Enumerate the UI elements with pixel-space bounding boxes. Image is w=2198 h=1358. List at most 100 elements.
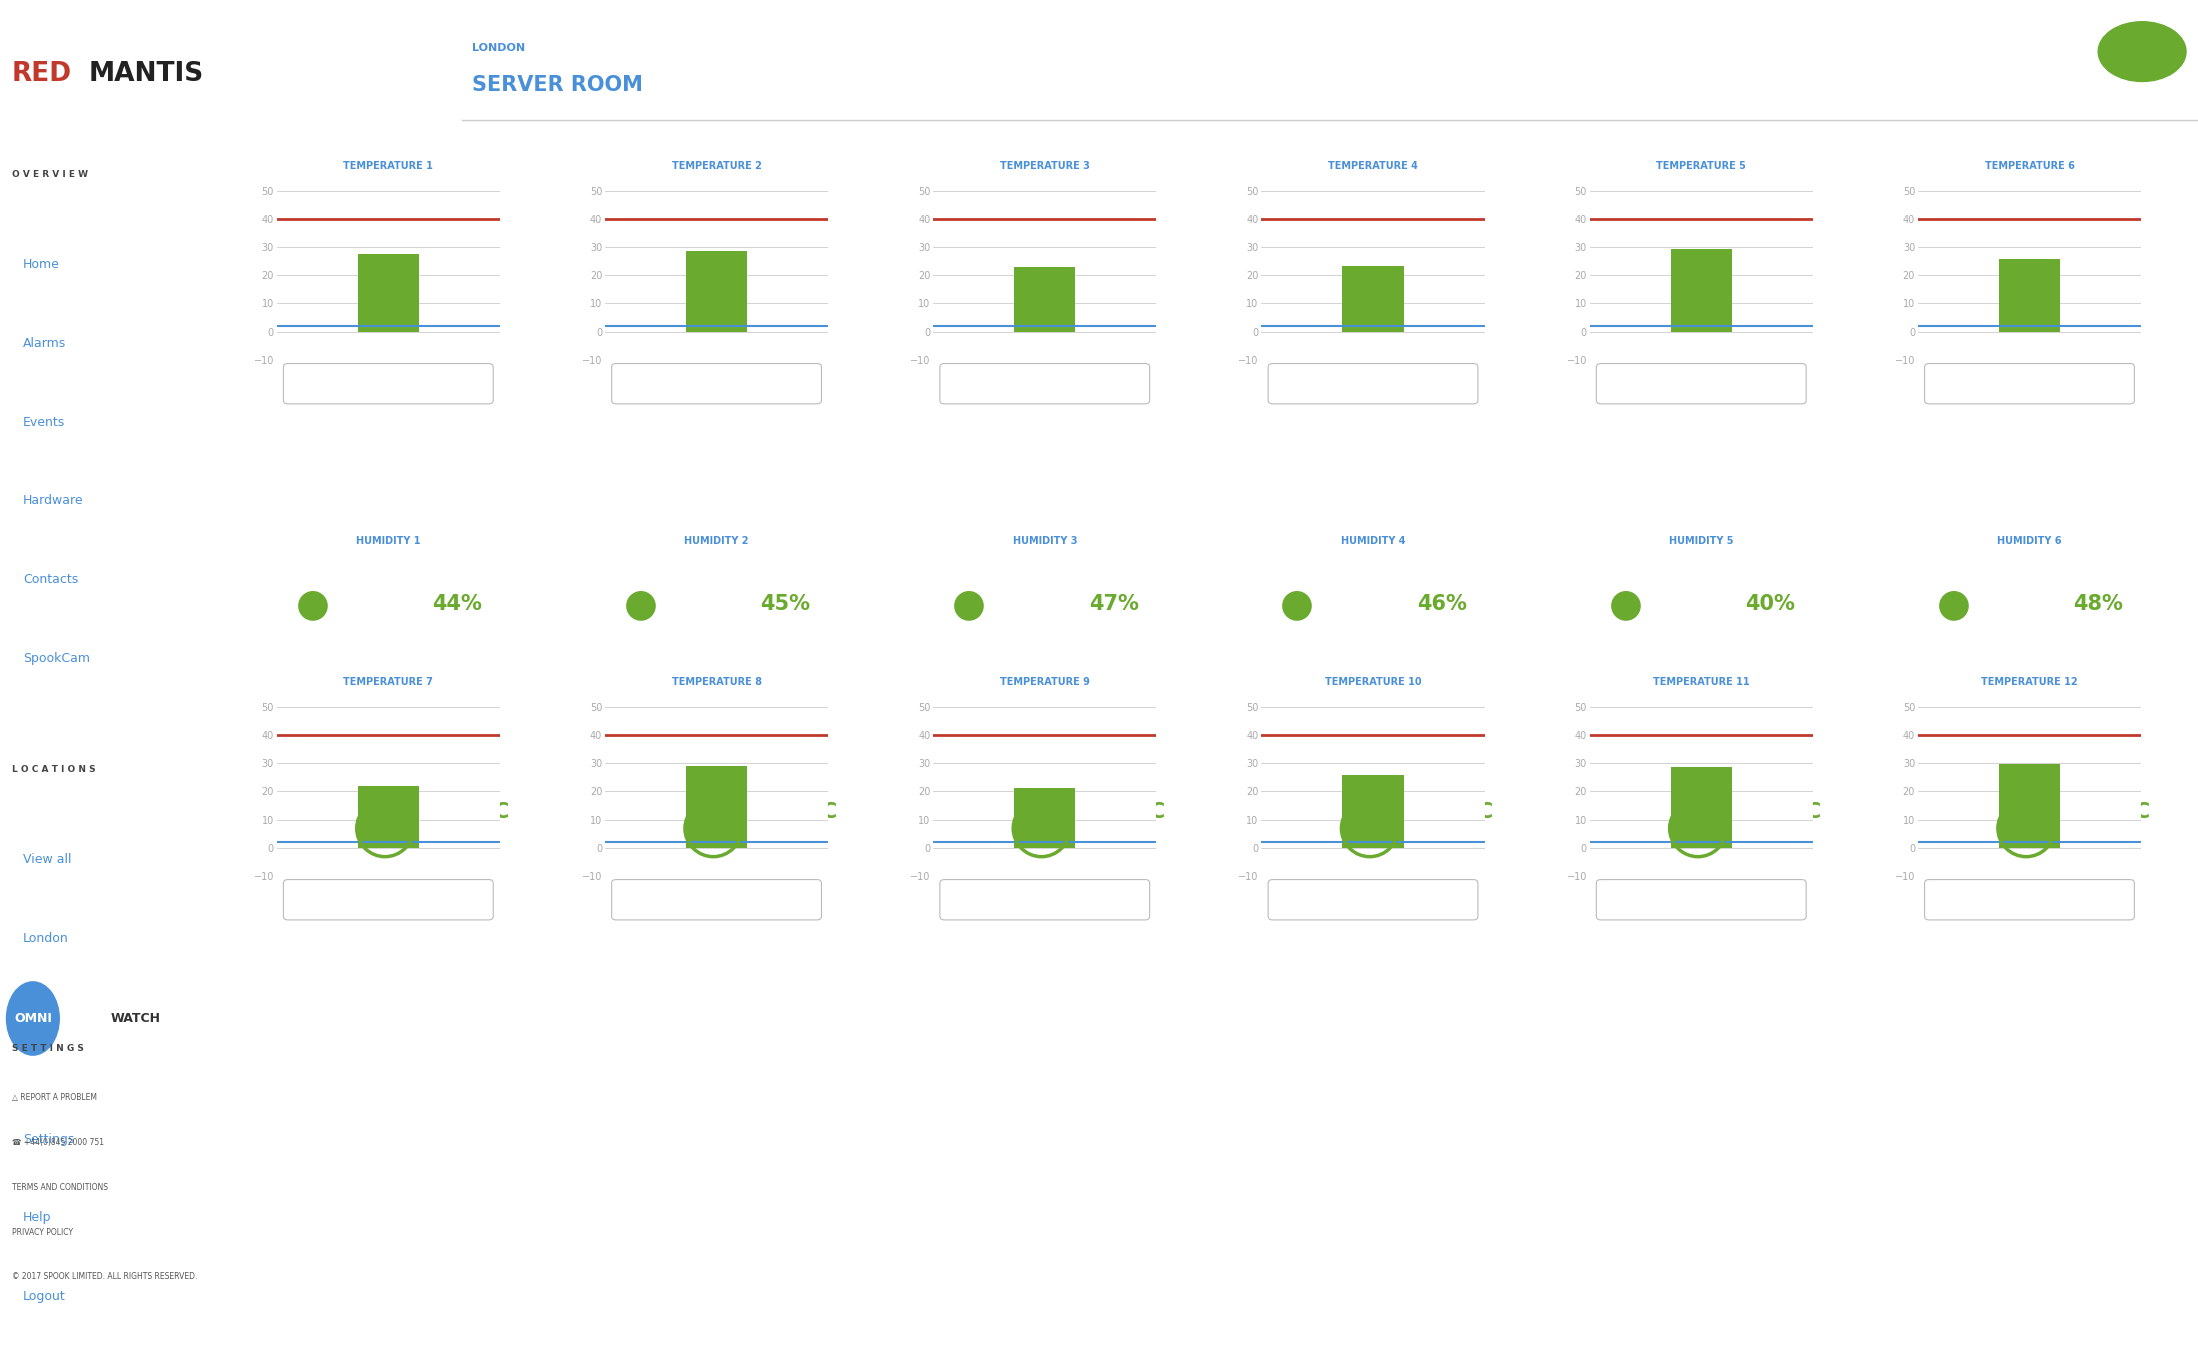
Text: TEMPERATURE 11: TEMPERATURE 11 — [1653, 678, 1750, 687]
Text: 23.3°C: 23.3°C — [1336, 376, 1409, 395]
Text: 29.6°C: 29.6°C — [1994, 892, 2066, 911]
Bar — [1998, 259, 2060, 331]
Text: 28.5°C: 28.5°C — [1666, 892, 1736, 911]
Text: HUMIDITY 6: HUMIDITY 6 — [1998, 536, 2062, 546]
Text: DEW POINT 6: DEW POINT 6 — [1994, 758, 2066, 767]
Text: 19.2°C: 19.2°C — [433, 803, 510, 822]
Text: SpookCam: SpookCam — [24, 652, 90, 665]
Text: Alarms: Alarms — [24, 337, 66, 350]
Text: Events: Events — [24, 416, 66, 429]
Text: L O C A T I O N S: L O C A T I O N S — [11, 765, 95, 774]
Circle shape — [376, 820, 393, 837]
Text: HUMIDITY 5: HUMIDITY 5 — [1668, 536, 1734, 546]
Text: 25.8°C: 25.8°C — [1336, 892, 1409, 911]
Text: 44%: 44% — [433, 595, 481, 614]
Text: DEW POINT 2: DEW POINT 2 — [679, 758, 754, 767]
Circle shape — [2018, 820, 2035, 837]
Text: Logout: Logout — [24, 1290, 66, 1304]
Text: 18.4°C: 18.4°C — [1745, 803, 1822, 822]
FancyBboxPatch shape — [611, 364, 822, 403]
Text: TEMPERATURE 8: TEMPERATURE 8 — [673, 678, 761, 687]
Text: Settings: Settings — [24, 1133, 75, 1146]
FancyBboxPatch shape — [1268, 880, 1477, 919]
Text: TEMPERATURE 2: TEMPERATURE 2 — [673, 162, 761, 171]
Text: 10.4°C: 10.4°C — [761, 803, 837, 822]
Circle shape — [1690, 820, 1706, 837]
Text: ●: ● — [1936, 585, 1972, 623]
Text: O V E R V I E W: O V E R V I E W — [11, 170, 88, 179]
Text: 29.1°C: 29.1°C — [681, 892, 752, 911]
Text: 21.1°C: 21.1°C — [1009, 892, 1081, 911]
Text: © 2017 SPOOK LIMITED. ALL RIGHTS RESERVED.: © 2017 SPOOK LIMITED. ALL RIGHTS RESERVE… — [11, 1272, 198, 1282]
Bar — [686, 766, 747, 847]
Text: TEMPERATURE 6: TEMPERATURE 6 — [1985, 162, 2075, 171]
Text: LONDON: LONDON — [473, 43, 525, 53]
Circle shape — [1033, 820, 1051, 837]
Text: 29.4°C: 29.4°C — [1666, 376, 1736, 395]
Text: 40%: 40% — [1745, 595, 1796, 614]
Text: HUMIDITY 3: HUMIDITY 3 — [1013, 536, 1077, 546]
Text: 46%: 46% — [1418, 595, 1466, 614]
FancyBboxPatch shape — [1268, 364, 1477, 403]
Text: OMNI: OMNI — [13, 1012, 53, 1025]
FancyBboxPatch shape — [1925, 880, 2134, 919]
Text: Home: Home — [24, 258, 59, 272]
FancyBboxPatch shape — [941, 364, 1150, 403]
Text: HUMIDITY 1: HUMIDITY 1 — [356, 536, 420, 546]
Text: ●: ● — [295, 585, 330, 623]
Text: ●: ● — [624, 585, 657, 623]
Text: 45%: 45% — [761, 595, 811, 614]
Text: TEMPERATURE 7: TEMPERATURE 7 — [343, 678, 433, 687]
FancyBboxPatch shape — [1925, 364, 2134, 403]
FancyBboxPatch shape — [1596, 364, 1807, 403]
Text: 13.1°C: 13.1°C — [1088, 803, 1165, 822]
Text: 28.5°C: 28.5°C — [681, 376, 752, 395]
Text: ●: ● — [1609, 585, 1642, 623]
Bar — [358, 254, 420, 331]
Text: 11.7°C: 11.7°C — [1418, 803, 1495, 822]
Text: 21.8°C: 21.8°C — [352, 892, 424, 911]
Text: DEW POINT 1: DEW POINT 1 — [352, 758, 424, 767]
FancyBboxPatch shape — [284, 880, 492, 919]
Text: Contacts: Contacts — [24, 573, 79, 587]
Text: MANTIS: MANTIS — [88, 61, 204, 87]
Text: TEMPERATURE 1: TEMPERATURE 1 — [343, 162, 433, 171]
Text: London: London — [24, 932, 68, 945]
Ellipse shape — [7, 980, 59, 1057]
FancyBboxPatch shape — [1596, 880, 1807, 919]
Text: TEMPERATURE 3: TEMPERATURE 3 — [1000, 162, 1090, 171]
Text: 48%: 48% — [2073, 595, 2123, 614]
Text: ☎ +44(0)845 2000 751: ☎ +44(0)845 2000 751 — [11, 1138, 103, 1148]
Text: DEW POINT 5: DEW POINT 5 — [1664, 758, 1739, 767]
Text: SERVER ROOM: SERVER ROOM — [473, 75, 642, 95]
Text: TEMPERATURE 9: TEMPERATURE 9 — [1000, 678, 1090, 687]
Text: TERMS AND CONDITIONS: TERMS AND CONDITIONS — [11, 1183, 108, 1192]
Bar — [1343, 266, 1405, 331]
Text: PRIVACY POLICY: PRIVACY POLICY — [11, 1228, 73, 1237]
FancyBboxPatch shape — [941, 880, 1150, 919]
Text: TEMPERATURE 12: TEMPERATURE 12 — [1980, 678, 2077, 687]
Text: ●: ● — [1279, 585, 1314, 623]
Text: WATCH: WATCH — [110, 1012, 160, 1025]
Text: HUMIDITY 2: HUMIDITY 2 — [684, 536, 750, 546]
Text: RED: RED — [11, 61, 73, 87]
Bar — [1343, 775, 1405, 847]
Text: 23.1°C: 23.1°C — [1009, 376, 1081, 395]
Text: △ REPORT A PROBLEM: △ REPORT A PROBLEM — [11, 1093, 97, 1103]
Text: S E T T I N G S: S E T T I N G S — [11, 1044, 84, 1054]
Text: Hardware: Hardware — [24, 494, 84, 508]
Text: DEW POINT 3: DEW POINT 3 — [1009, 758, 1081, 767]
Bar — [686, 251, 747, 331]
Text: 47%: 47% — [1088, 595, 1139, 614]
Bar — [1670, 249, 1732, 331]
Circle shape — [706, 820, 721, 837]
Bar — [1998, 765, 2060, 847]
FancyBboxPatch shape — [611, 880, 822, 919]
Text: DEW POINT 4: DEW POINT 4 — [1336, 758, 1409, 767]
Text: ●: ● — [952, 585, 987, 623]
Text: View all: View all — [24, 853, 73, 866]
Bar — [1670, 767, 1732, 847]
Text: TEMPERATURE 4: TEMPERATURE 4 — [1328, 162, 1418, 171]
Bar — [358, 786, 420, 847]
Text: HUMIDITY 4: HUMIDITY 4 — [1341, 536, 1405, 546]
